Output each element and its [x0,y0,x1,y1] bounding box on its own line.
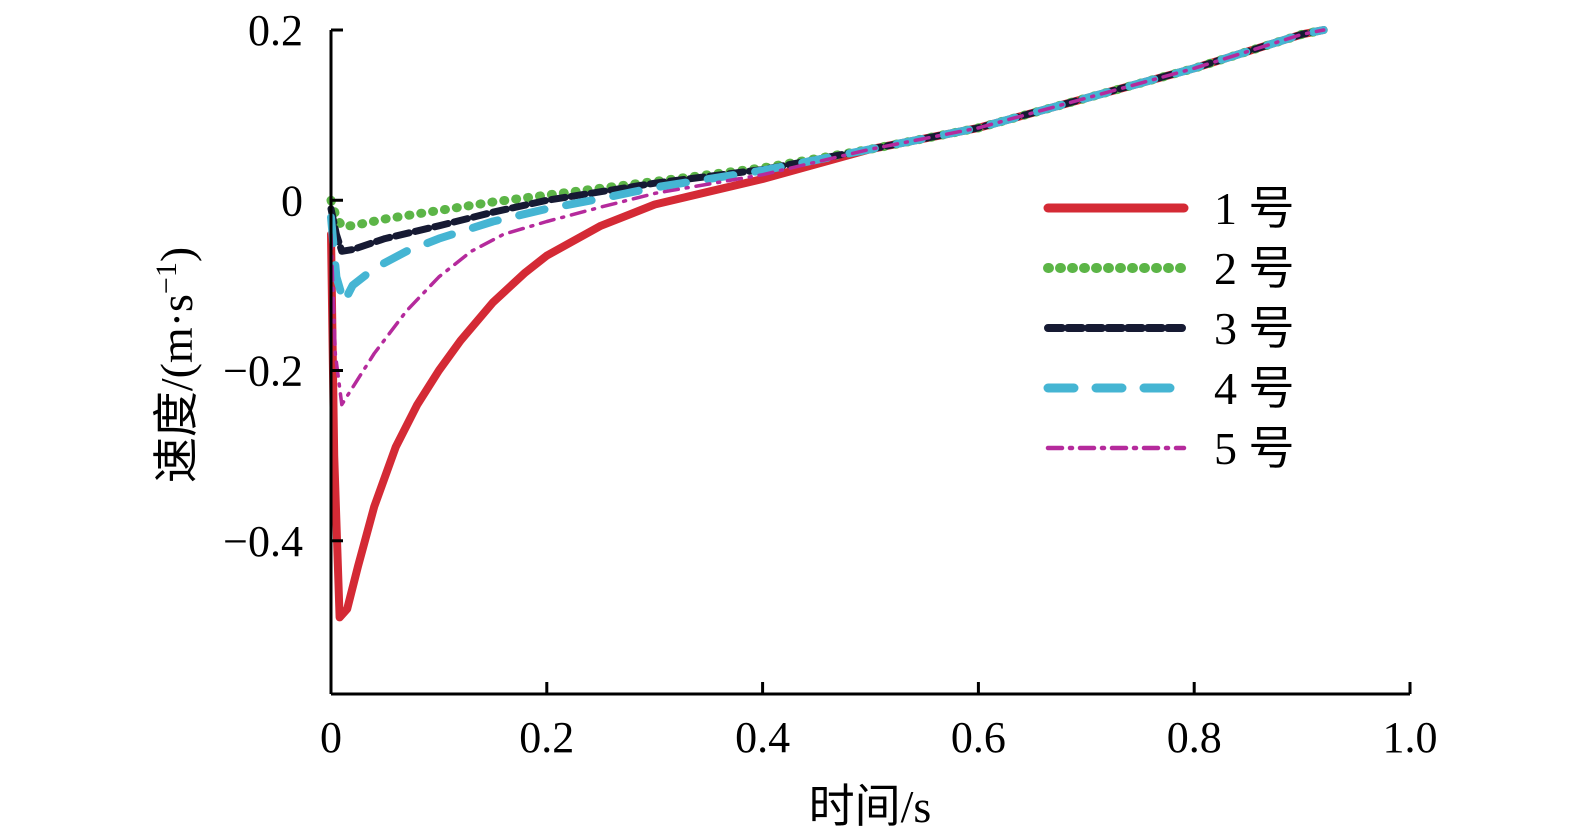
series-line-5 [329,28,1326,407]
series-line-2 [326,25,1329,231]
legend-label-4: 4 号 [1214,363,1295,414]
x-tick-label: 0.8 [1167,713,1222,762]
x-tick-label: 0.6 [951,713,1006,762]
legend-label-2: 2 号 [1214,243,1295,294]
axes [329,30,1410,696]
x-tick-label: 1.0 [1383,713,1438,762]
series-layer [326,25,1329,622]
y-tick-label: 0 [281,176,303,225]
y-tick-label: −0.4 [223,517,303,566]
legend-label-3: 3 号 [1214,303,1295,354]
legend-label-1: 1 号 [1214,183,1295,234]
x-axis-title: 时间/s [809,781,932,832]
x-tick-label: 0 [320,713,342,762]
x-tick-label: 0.4 [735,713,790,762]
y-axis-title-close: ) [151,247,202,262]
x-tick-label: 0.2 [519,713,574,762]
y-axis-title-main: 速度/(m·s [151,294,202,483]
ticks-layer: 0 0.2 0.4 0.6 0.8 1.0 −0.4 −0.2 0 0.2 [223,6,1437,762]
y-axis-title-superscript: −1 [150,262,183,294]
series-line-3 [327,26,1328,255]
y-tick-label: −0.2 [223,347,303,396]
legend: 1 号 2 号 3 号 4 号 5 号 [1043,183,1295,474]
y-tick-label: 0.2 [248,6,303,55]
y-axis-title: 速度/(m·s−1) [150,247,202,483]
legend-label-5: 5 号 [1214,423,1295,474]
series-line-4 [327,26,1328,307]
series-line-1 [327,26,1328,622]
